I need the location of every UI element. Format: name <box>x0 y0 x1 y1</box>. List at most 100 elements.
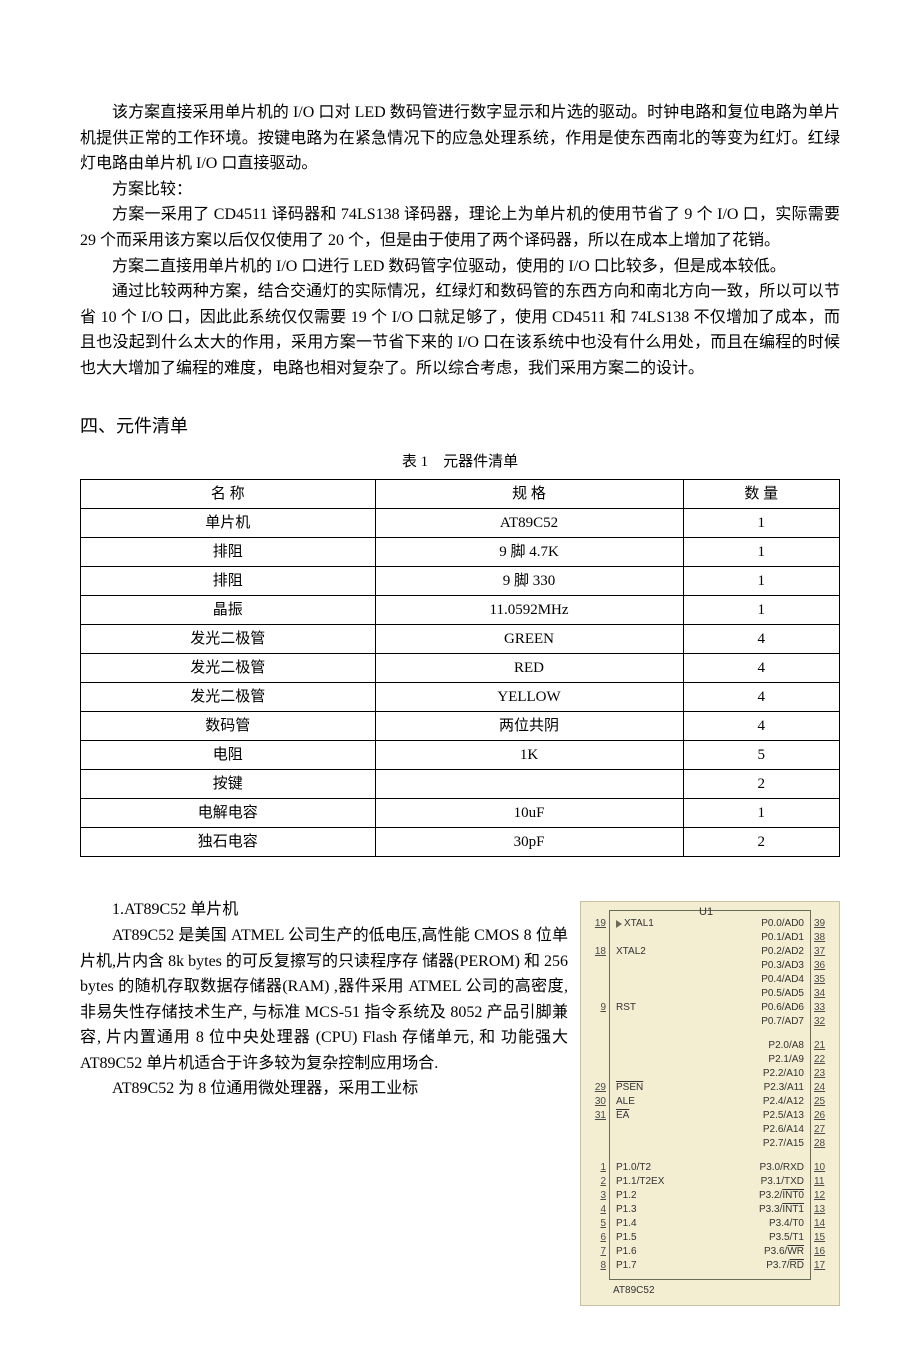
pin-label-left: P1.7 <box>616 1258 637 1274</box>
chip-pin-row: 5P1.4P3.4/T014 <box>610 1217 810 1231</box>
pin-label-left: RST <box>616 1000 636 1016</box>
table-cell: 电阻 <box>81 741 376 770</box>
chip-pin-row: P0.3/AD336 <box>610 959 810 973</box>
table-cell: 4 <box>683 654 840 683</box>
paragraph: 通过比较两种方案，结合交通灯的实际情况，红绿灯和数码管的东西方向和南北方向一致，… <box>80 279 840 381</box>
chip-pin-row: P0.5/AD534 <box>610 987 810 1001</box>
chip-name: AT89C52 <box>609 1283 811 1299</box>
paragraph: 方案二直接用单片机的 I/O 口进行 LED 数码管字位驱动，使用的 I/O 口… <box>80 254 840 280</box>
chip-pin-row: P0.1/AD138 <box>610 931 810 945</box>
table-row: 排阻9 脚 4.7K1 <box>81 538 840 567</box>
chip-pin-row: P2.1/A922 <box>610 1053 810 1067</box>
table-cell: 发光二极管 <box>81 654 376 683</box>
table-row: 排阻9 脚 3301 <box>81 567 840 596</box>
table-row: 发光二极管GREEN4 <box>81 625 840 654</box>
table-cell: RED <box>375 654 683 683</box>
chip-diagram: U1 19XTAL1P0.0/AD039P0.1/AD13818XTAL2P0.… <box>580 901 840 1306</box>
chip-pin-row: 3P1.2P3.2/INT012 <box>610 1189 810 1203</box>
pin-number-left: 31 <box>584 1108 606 1124</box>
table-header: 名 称 <box>81 480 376 509</box>
chip-pin-row: 7P1.6P3.6/WR16 <box>610 1245 810 1259</box>
page: 该方案直接采用单片机的 I/O 口对 LED 数码管进行数字显示和片选的驱动。时… <box>0 0 920 1346</box>
pin-number-right: 17 <box>814 1258 836 1274</box>
pin-number-left: 9 <box>584 1000 606 1016</box>
table-cell: 11.0592MHz <box>375 596 683 625</box>
table-cell: 发光二极管 <box>81 625 376 654</box>
pin-label-left: XTAL1 <box>616 916 654 932</box>
table-cell: 2 <box>683 828 840 857</box>
table-cell: 按键 <box>81 770 376 799</box>
table-cell: 发光二极管 <box>81 683 376 712</box>
table-cell: 4 <box>683 712 840 741</box>
table-cell: YELLOW <box>375 683 683 712</box>
chip-pin-row: P2.6/A1427 <box>610 1123 810 1137</box>
table-row: 发光二极管YELLOW4 <box>81 683 840 712</box>
table-cell <box>375 770 683 799</box>
pin-label-left: XTAL2 <box>616 944 646 960</box>
chip-pin-row: 30ALEP2.4/A1225 <box>610 1095 810 1109</box>
chip-box: U1 19XTAL1P0.0/AD039P0.1/AD13818XTAL2P0.… <box>580 901 840 1306</box>
table-row: 单片机AT89C521 <box>81 509 840 538</box>
chip-pin-row: P2.7/A1528 <box>610 1137 810 1151</box>
pin-number-right: 28 <box>814 1136 836 1152</box>
section-title: 四、元件清单 <box>80 412 840 441</box>
table-cell: 1 <box>683 799 840 828</box>
chip-pin-row: 31EAP2.5/A1326 <box>610 1109 810 1123</box>
table-cell: 单片机 <box>81 509 376 538</box>
table-header: 数 量 <box>683 480 840 509</box>
table-row: 电解电容10uF1 <box>81 799 840 828</box>
chip-pin-row: 8P1.7P3.7/RD17 <box>610 1259 810 1273</box>
pin-number-left: 19 <box>584 916 606 932</box>
table-cell: 4 <box>683 625 840 654</box>
chip-pin-row: 29PSENP2.3/A1124 <box>610 1081 810 1095</box>
table-cell: 电解电容 <box>81 799 376 828</box>
pin-number-right: 32 <box>814 1014 836 1030</box>
pin-label-right: P2.7/A15 <box>763 1136 804 1152</box>
chip-pin-row: P0.7/AD732 <box>610 1015 810 1029</box>
table-row: 发光二极管RED4 <box>81 654 840 683</box>
table-cell: 10uF <box>375 799 683 828</box>
table-header: 规 格 <box>375 480 683 509</box>
table-header-row: 名 称 规 格 数 量 <box>81 480 840 509</box>
table-cell: 排阻 <box>81 567 376 596</box>
chip-pin-row: 2P1.1/T2EXP3.1/TXD11 <box>610 1175 810 1189</box>
chip-pin-row: 9RSTP0.6/AD633 <box>610 1001 810 1015</box>
table-row: 按键 2 <box>81 770 840 799</box>
chip-pin-row: 1P1.0/T2P3.0/RXD10 <box>610 1161 810 1175</box>
chip-pin-row: P2.2/A1023 <box>610 1067 810 1081</box>
table-row: 电阻1K5 <box>81 741 840 770</box>
chip-pin-row: 18XTAL2P0.2/AD237 <box>610 945 810 959</box>
table-cell: 9 脚 4.7K <box>375 538 683 567</box>
table-cell: 4 <box>683 683 840 712</box>
table-cell: 两位共阴 <box>375 712 683 741</box>
chip-body: 19XTAL1P0.0/AD039P0.1/AD13818XTAL2P0.2/A… <box>609 910 811 1280</box>
chip-pin-row: 19XTAL1P0.0/AD039 <box>610 917 810 931</box>
table-caption: 表 1 元器件清单 <box>80 450 840 474</box>
chip-pin-row: 6P1.5P3.5/T115 <box>610 1231 810 1245</box>
table-cell: 5 <box>683 741 840 770</box>
table-cell: GREEN <box>375 625 683 654</box>
pin-number-left: 8 <box>584 1258 606 1274</box>
table-cell: 9 脚 330 <box>375 567 683 596</box>
table-cell: 晶振 <box>81 596 376 625</box>
paragraph: 方案比较： <box>80 177 840 203</box>
table-row: 数码管两位共阴4 <box>81 712 840 741</box>
table-cell: 1 <box>683 509 840 538</box>
table-cell: 排阻 <box>81 538 376 567</box>
table-cell: 30pF <box>375 828 683 857</box>
chip-pin-row: P0.4/AD435 <box>610 973 810 987</box>
table-cell: 1 <box>683 567 840 596</box>
pin-number-left: 18 <box>584 944 606 960</box>
table-cell: AT89C52 <box>375 509 683 538</box>
pin-label-right: P0.7/AD7 <box>761 1014 804 1030</box>
chip-pin-row: 4P1.3P3.3/INT113 <box>610 1203 810 1217</box>
table-row: 晶振11.0592MHz1 <box>81 596 840 625</box>
table-cell: 数码管 <box>81 712 376 741</box>
table-cell: 1 <box>683 538 840 567</box>
pin-label-right: P3.7/RD <box>766 1258 804 1274</box>
table-row: 独石电容30pF2 <box>81 828 840 857</box>
table-cell: 2 <box>683 770 840 799</box>
paragraph: 该方案直接采用单片机的 I/O 口对 LED 数码管进行数字显示和片选的驱动。时… <box>80 100 840 177</box>
chip-pin-row: P2.0/A821 <box>610 1039 810 1053</box>
paragraph: 方案一采用了 CD4511 译码器和 74LS138 译码器，理论上为单片机的使… <box>80 202 840 253</box>
